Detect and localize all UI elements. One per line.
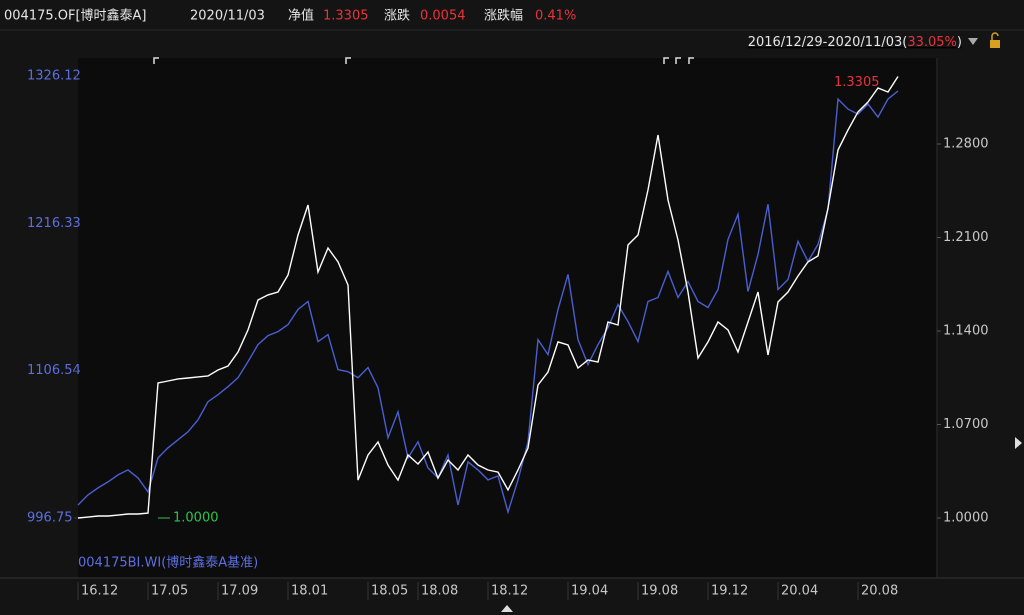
y-tick-label: 1326.12 bbox=[27, 69, 81, 84]
scroll-down[interactable] bbox=[501, 605, 513, 612]
x-tick-label: 18.05 bbox=[371, 584, 408, 599]
y-tick-label: 1216.33 bbox=[27, 216, 81, 231]
nav: 1.3305 bbox=[323, 9, 369, 24]
series-line bbox=[77, 90, 899, 515]
legend-benchmark: 004175BI.WI(博时鑫泰A基准) bbox=[78, 555, 258, 571]
y-tick-label: 996.75 bbox=[27, 511, 73, 526]
series-line bbox=[77, 76, 899, 519]
range-text[interactable]: 2016/12/29-2020/11/03( bbox=[748, 35, 908, 50]
lock-shackle bbox=[991, 32, 999, 40]
y2-tick-label: 1.2100 bbox=[943, 230, 989, 245]
plot-area bbox=[78, 58, 936, 578]
end-annotation: 1.3305 bbox=[834, 75, 880, 90]
chg: 0.0054 bbox=[420, 9, 466, 24]
lock-body bbox=[990, 40, 1000, 48]
x-tick-label: 17.09 bbox=[221, 584, 258, 599]
chg-label: 涨跌 bbox=[384, 8, 410, 24]
range-pct[interactable]: 33.05% bbox=[907, 35, 957, 50]
y-tick-label: 1106.54 bbox=[27, 363, 81, 378]
x-tick-label: 19.08 bbox=[641, 584, 678, 599]
date: 2020/11/03 bbox=[190, 9, 265, 24]
range-close[interactable]: ) bbox=[957, 35, 962, 50]
x-tick-label: 18.12 bbox=[491, 584, 528, 599]
lock-icon[interactable] bbox=[990, 32, 1000, 48]
pct-label: 涨跌幅 bbox=[484, 8, 523, 24]
x-tick-label: 18.08 bbox=[421, 584, 458, 599]
flag bbox=[688, 57, 694, 64]
range[interactable]: 2016/12/29-2020/11/03(33.05%) bbox=[748, 35, 962, 50]
flag bbox=[345, 57, 351, 64]
scroll-right[interactable] bbox=[1015, 437, 1022, 449]
y2-tick-label: 1.0000 bbox=[943, 511, 989, 526]
x-tick-label: 20.08 bbox=[861, 584, 898, 599]
flag bbox=[153, 57, 159, 64]
nav-label: 净值 bbox=[288, 8, 314, 24]
y2-tick-label: 1.0700 bbox=[943, 417, 989, 432]
x-tick-label: 19.04 bbox=[571, 584, 608, 599]
fund-name: 004175.OF[博时鑫泰A] bbox=[4, 8, 147, 24]
flag bbox=[663, 57, 669, 64]
x-tick-label: 16.12 bbox=[81, 584, 118, 599]
start-annotation: 1.0000 bbox=[173, 511, 219, 526]
event-flags bbox=[153, 57, 694, 64]
pct: 0.41% bbox=[535, 9, 576, 24]
y2-tick-label: 1.1400 bbox=[943, 323, 989, 338]
x-tick-label: 17.05 bbox=[151, 584, 188, 599]
x-tick-label: 20.04 bbox=[781, 584, 818, 599]
flag bbox=[675, 57, 681, 64]
x-tick-label: 18.01 bbox=[291, 584, 328, 599]
x-tick-label: 19.12 bbox=[711, 584, 748, 599]
y2-tick-label: 1.2800 bbox=[943, 136, 989, 151]
dropdown-icon[interactable] bbox=[968, 38, 978, 45]
